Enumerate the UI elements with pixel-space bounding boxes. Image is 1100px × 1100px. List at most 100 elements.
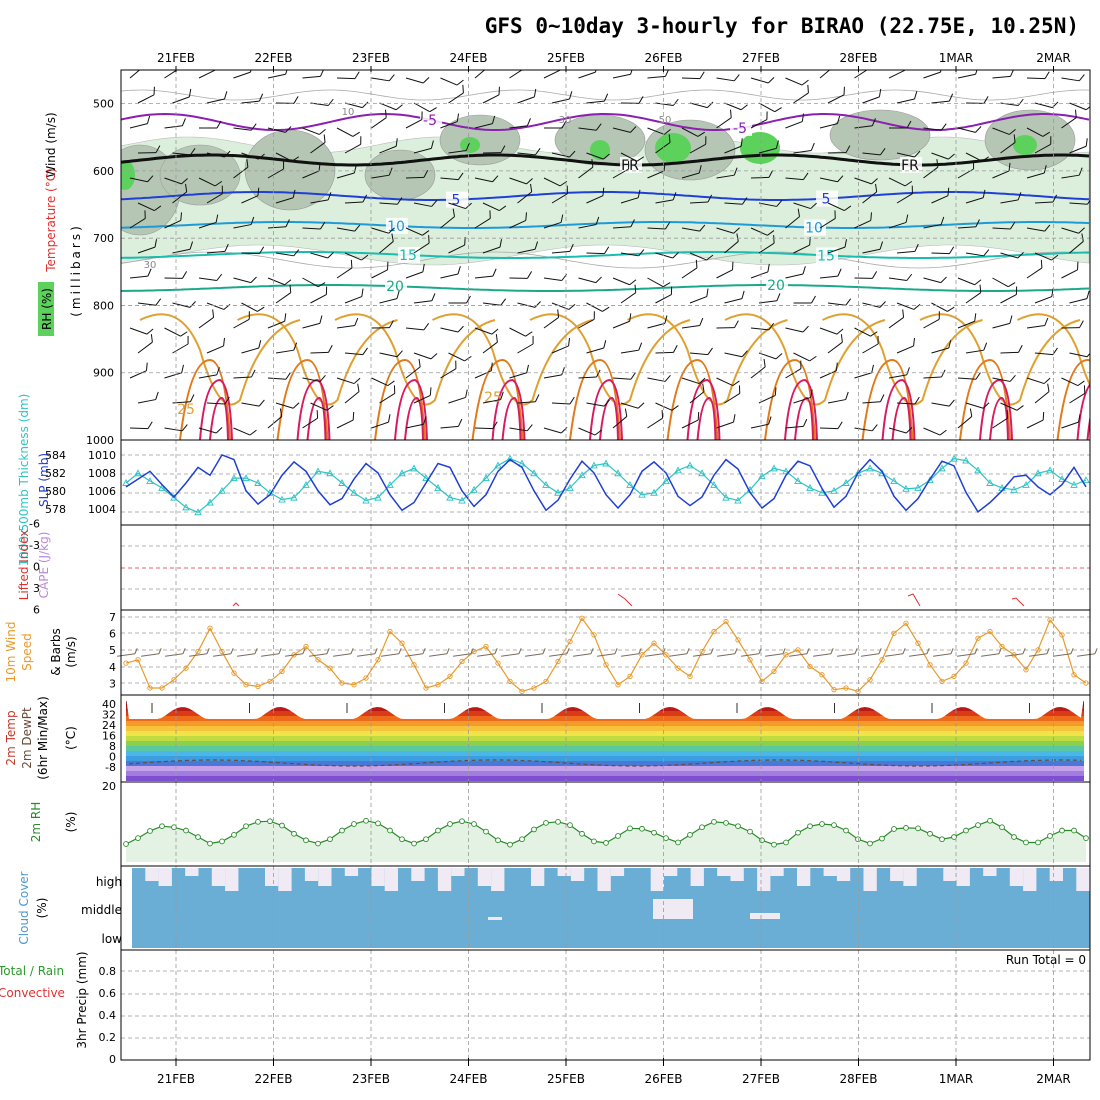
rh2m-marker [471, 821, 477, 827]
thickness-marker [1022, 481, 1030, 488]
lifted-index-line [232, 602, 240, 607]
cloud-gap [757, 868, 771, 891]
wind-barb [440, 360, 457, 379]
cloud-gap [664, 868, 678, 876]
rh2m-marker [675, 839, 681, 846]
wind-barb [888, 70, 907, 79]
rh2m-marker [159, 823, 165, 830]
temp-band [126, 761, 1084, 766]
cloud-gap [903, 868, 917, 886]
wind-speed-marker [759, 678, 765, 685]
wind-barb [482, 298, 507, 306]
thickness-marker [1070, 481, 1078, 488]
wind-barb [819, 175, 844, 183]
cloud-gap [344, 868, 359, 876]
wind10-panel: 7 6 5 4 3 [109, 611, 1098, 694]
wind-barb [750, 170, 774, 179]
wind-barb [379, 233, 394, 254]
thickness-marker [578, 471, 586, 479]
temp-contour-30 [179, 358, 231, 440]
date-axis-top: 21FEB 22FEB 23FEB 24FEB 25FEB 26FEB 27FEB 28FEB… [157, 51, 1071, 65]
wind-barb [1026, 377, 1051, 385]
wind-barb [233, 70, 253, 79]
wind-barb [413, 140, 434, 154]
temp-contour-35-inner [306, 396, 327, 440]
wind-barb [172, 88, 192, 104]
wind-barb [198, 309, 215, 329]
wind10-barb [573, 648, 594, 657]
cloud-gap [956, 868, 970, 886]
upper-ytick: 1000 [86, 434, 114, 447]
temp-contour-35 [491, 378, 526, 440]
wind-barb [578, 276, 602, 284]
wind-barb [509, 327, 533, 337]
upper-ytick: 700 [93, 232, 114, 245]
thickness-marker [458, 496, 466, 504]
cloud-cover-panel: high middle low [81, 868, 1090, 948]
wind-barb [405, 76, 430, 84]
wind-barb [896, 337, 916, 354]
cloud-gap [145, 868, 159, 881]
thickness-marker [206, 498, 214, 506]
cloud-gap [823, 868, 837, 876]
wind-barb [241, 187, 260, 204]
wind-barb [620, 249, 645, 257]
wind-barb [371, 414, 391, 429]
wind-speed-marker [507, 678, 513, 685]
wind-barb [440, 266, 461, 279]
wind-barb [888, 309, 905, 329]
wind-barb [923, 427, 947, 436]
wind-barb [172, 394, 195, 404]
wind-speed-marker [315, 657, 321, 663]
wind-barb [310, 134, 326, 154]
temp-band [126, 756, 1084, 761]
cloud-gap [863, 868, 877, 891]
wind-barb [413, 235, 430, 254]
contour-label-bg [398, 246, 420, 263]
wind-barb [716, 261, 734, 279]
rh-contour [121, 89, 1090, 101]
temp-contour-30 [471, 358, 524, 440]
stability-tick: -3 [29, 539, 40, 552]
precip-tick: 0 [109, 1053, 116, 1066]
wind-barb [965, 189, 986, 204]
thickness-marker [962, 456, 970, 464]
temp2m-tick: 8 [109, 740, 116, 753]
thickness-marker [710, 481, 718, 488]
temp-contour-25 [139, 313, 301, 406]
wind10-barb [693, 648, 714, 657]
contour-label-bg [386, 217, 408, 234]
cloud-gap [185, 868, 199, 876]
thickness-marker [530, 469, 538, 477]
temp2m-tick: 0 [109, 751, 116, 764]
wind-barb [862, 335, 879, 354]
rh2m-marker [903, 825, 909, 831]
rh2m-marker [699, 824, 705, 831]
contour-label: 10 [342, 107, 355, 118]
temp-contour-35 [979, 378, 1013, 440]
contour-label-bg [816, 190, 838, 207]
wind-barb [578, 159, 594, 179]
rh2m-marker [255, 818, 261, 825]
wind-barb [336, 377, 361, 385]
wind-speed-marker [483, 643, 489, 650]
rh2m-marker [507, 841, 513, 848]
wind10-barb [165, 648, 186, 657]
wind-barb [379, 385, 396, 404]
rh2m-marker [315, 840, 321, 847]
rh2m-marker [231, 832, 237, 838]
wind10-barb [597, 648, 618, 657]
wind-barb [681, 224, 706, 232]
temp2m-tick: 16 [102, 730, 116, 743]
wind-speed-marker [807, 663, 813, 670]
wind-barb [689, 252, 714, 261]
wind-speed-marker [615, 682, 621, 688]
thickness-marker [386, 481, 394, 488]
rh2m-marker [495, 837, 501, 844]
wind-barb [586, 340, 607, 354]
wind-barb [336, 259, 353, 279]
wind-barb [681, 127, 705, 137]
wind10-barb [981, 648, 1002, 657]
wind10-barb [429, 648, 450, 657]
